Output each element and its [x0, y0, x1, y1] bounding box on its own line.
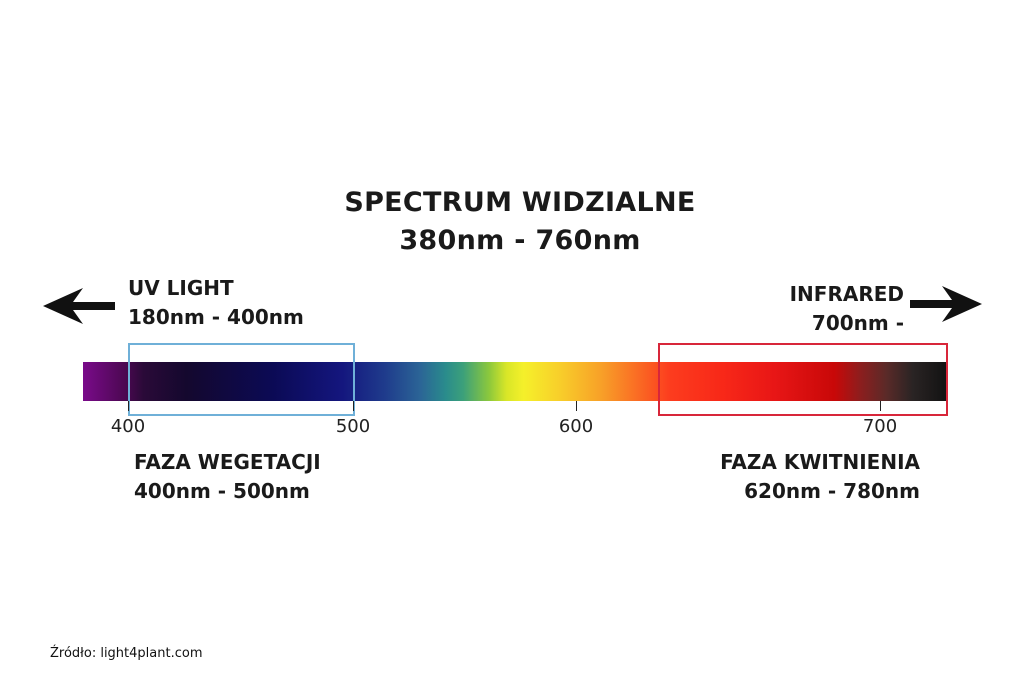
vegetation-phase-label: FAZA WEGETACJI 400nm - 500nm — [134, 448, 321, 506]
tick-label-500: 500 — [335, 416, 371, 437]
flowering-phase-label: FAZA KWITNIENIA 620nm - 780nm — [720, 448, 920, 506]
infrared-label: INFRARED 700nm - — [790, 280, 904, 338]
tick-600 — [576, 401, 577, 411]
tick-700 — [880, 401, 881, 411]
diagram-subtitle: 380nm - 760nm — [399, 225, 641, 256]
infrared-name: INFRARED — [789, 282, 904, 306]
tick-400 — [128, 401, 129, 411]
flowering-phase-name: FAZA KWITNIENIA — [720, 450, 920, 474]
flowering-phase-range: 620nm - 780nm — [744, 479, 920, 503]
arrow-left-icon — [43, 288, 115, 324]
uv-light-range: 180nm - 400nm — [128, 305, 304, 329]
tick-500 — [353, 401, 354, 411]
vegetation-phase-box — [128, 343, 355, 416]
vegetation-phase-range: 400nm - 500nm — [134, 479, 310, 503]
tick-label-700: 700 — [862, 416, 898, 437]
tick-label-600: 600 — [558, 416, 594, 437]
spectrum-gradient-bar — [83, 362, 947, 401]
tick-label-400: 400 — [110, 416, 146, 437]
uv-light-label: UV LIGHT 180nm - 400nm — [128, 274, 304, 332]
source-credit: Źródło: light4plant.com — [50, 646, 203, 661]
vegetation-phase-name: FAZA WEGETACJI — [134, 450, 321, 474]
diagram-title: SPECTRUM WIDZIALNE — [344, 187, 696, 218]
flowering-phase-box — [658, 343, 948, 416]
uv-light-name: UV LIGHT — [128, 276, 234, 300]
infrared-range: 700nm - — [811, 311, 904, 335]
arrow-right-icon — [910, 286, 982, 322]
